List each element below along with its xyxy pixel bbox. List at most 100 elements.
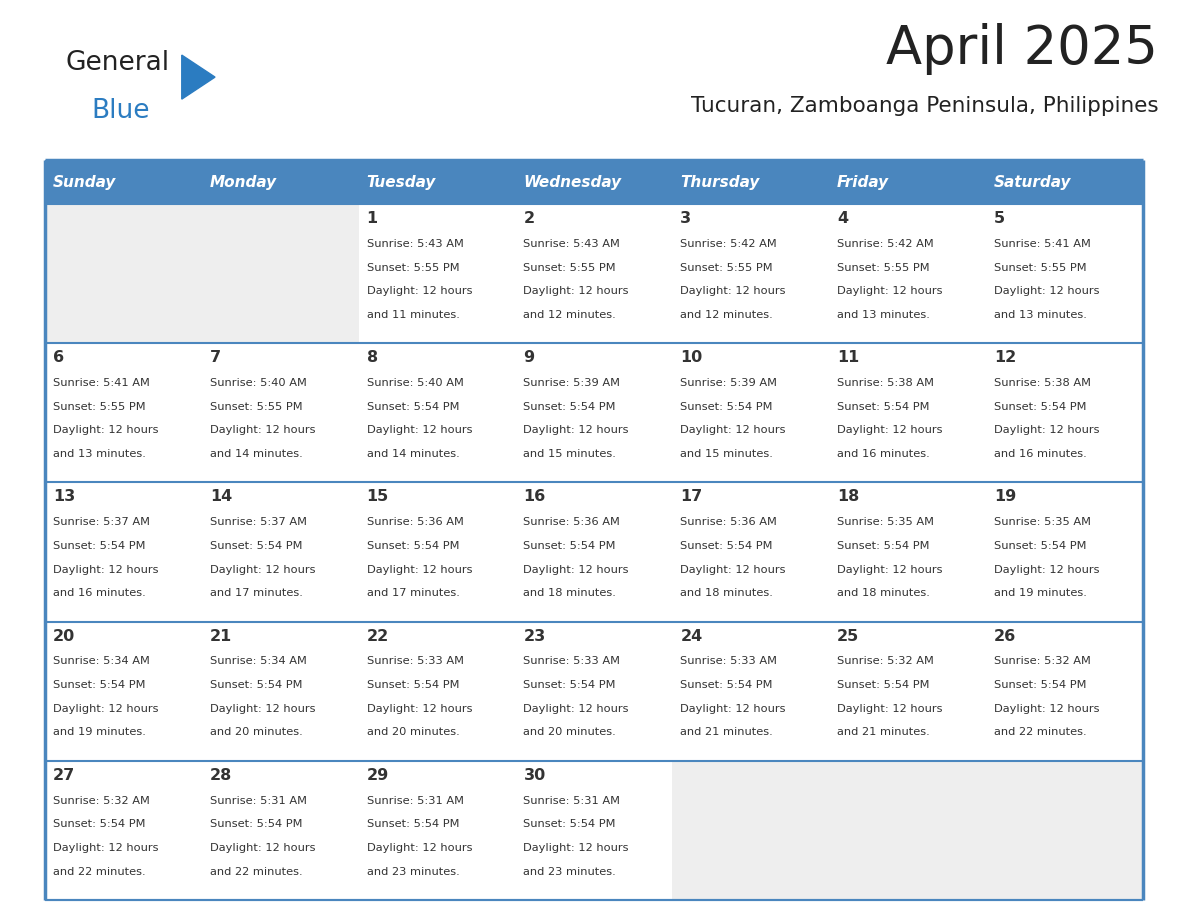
Bar [672,621,829,761]
Text: Daylight: 12 hours: Daylight: 12 hours [367,704,472,714]
Bar [829,204,986,343]
Text: and 21 minutes.: and 21 minutes. [681,727,773,737]
Bar [45,204,202,343]
Bar [829,160,986,204]
Bar [359,483,516,621]
Text: Sunrise: 5:36 AM: Sunrise: 5:36 AM [524,517,620,527]
Text: 6: 6 [52,350,64,365]
Text: 29: 29 [367,767,388,783]
Text: Sunrise: 5:36 AM: Sunrise: 5:36 AM [681,517,777,527]
Text: Daylight: 12 hours: Daylight: 12 hours [994,286,1099,297]
Bar [672,483,829,621]
Text: Sunset: 5:54 PM: Sunset: 5:54 PM [367,680,459,690]
Text: Sunset: 5:55 PM: Sunset: 5:55 PM [52,402,145,411]
Text: Sunrise: 5:41 AM: Sunrise: 5:41 AM [994,239,1091,249]
Text: Daylight: 12 hours: Daylight: 12 hours [524,704,628,714]
Text: Sunrise: 5:33 AM: Sunrise: 5:33 AM [681,656,777,666]
Text: and 14 minutes.: and 14 minutes. [367,449,460,459]
Bar [829,761,986,900]
Text: Sunrise: 5:43 AM: Sunrise: 5:43 AM [524,239,620,249]
Text: Daylight: 12 hours: Daylight: 12 hours [838,565,942,575]
Bar [516,761,672,900]
Text: Tuesday: Tuesday [367,174,436,189]
Text: Daylight: 12 hours: Daylight: 12 hours [838,286,942,297]
Text: Sunset: 5:54 PM: Sunset: 5:54 PM [524,541,615,551]
Bar [45,761,202,900]
Text: 8: 8 [367,350,378,365]
Text: and 16 minutes.: and 16 minutes. [994,449,1087,459]
Text: 12: 12 [994,350,1016,365]
Text: Sunrise: 5:32 AM: Sunrise: 5:32 AM [838,656,934,666]
Text: Sunset: 5:54 PM: Sunset: 5:54 PM [52,819,145,829]
Text: Daylight: 12 hours: Daylight: 12 hours [210,565,315,575]
Text: Sunset: 5:54 PM: Sunset: 5:54 PM [210,541,302,551]
Text: Sunrise: 5:34 AM: Sunrise: 5:34 AM [52,656,150,666]
Text: and 12 minutes.: and 12 minutes. [681,310,773,319]
Bar [986,761,1143,900]
Bar [45,343,202,483]
Text: Daylight: 12 hours: Daylight: 12 hours [681,704,785,714]
Bar [516,343,672,483]
Bar [829,621,986,761]
Text: Tucuran, Zamboanga Peninsula, Philippines: Tucuran, Zamboanga Peninsula, Philippine… [690,96,1158,117]
Text: Sunset: 5:54 PM: Sunset: 5:54 PM [367,819,459,829]
Bar [359,621,516,761]
Text: 4: 4 [838,211,848,226]
Text: Daylight: 12 hours: Daylight: 12 hours [367,843,472,853]
Text: Sunrise: 5:36 AM: Sunrise: 5:36 AM [367,517,463,527]
Text: Daylight: 12 hours: Daylight: 12 hours [994,704,1099,714]
Text: Daylight: 12 hours: Daylight: 12 hours [367,425,472,435]
Text: Sunset: 5:54 PM: Sunset: 5:54 PM [52,680,145,690]
Text: Daylight: 12 hours: Daylight: 12 hours [52,425,158,435]
Text: Sunrise: 5:43 AM: Sunrise: 5:43 AM [367,239,463,249]
Text: Daylight: 12 hours: Daylight: 12 hours [367,565,472,575]
Text: 13: 13 [52,489,75,504]
Bar [202,483,359,621]
Text: 30: 30 [524,767,545,783]
Text: Sunset: 5:54 PM: Sunset: 5:54 PM [681,680,772,690]
Bar [829,343,986,483]
Text: Sunset: 5:54 PM: Sunset: 5:54 PM [838,680,930,690]
Text: Daylight: 12 hours: Daylight: 12 hours [52,843,158,853]
Text: Sunset: 5:55 PM: Sunset: 5:55 PM [524,263,617,273]
Text: Sunset: 5:54 PM: Sunset: 5:54 PM [524,402,615,411]
Text: 7: 7 [210,350,221,365]
Text: Sunset: 5:54 PM: Sunset: 5:54 PM [994,402,1087,411]
Text: Sunrise: 5:31 AM: Sunrise: 5:31 AM [367,796,463,806]
Text: 22: 22 [367,629,388,644]
Bar [202,160,359,204]
Text: and 20 minutes.: and 20 minutes. [210,727,303,737]
Text: Sunrise: 5:38 AM: Sunrise: 5:38 AM [994,378,1091,388]
Bar [359,343,516,483]
Bar [986,343,1143,483]
Bar [516,621,672,761]
Bar [516,204,672,343]
Text: 3: 3 [681,211,691,226]
Text: Sunrise: 5:39 AM: Sunrise: 5:39 AM [524,378,620,388]
Text: Sunset: 5:54 PM: Sunset: 5:54 PM [681,402,772,411]
Text: Sunrise: 5:35 AM: Sunrise: 5:35 AM [838,517,934,527]
Text: 20: 20 [52,629,75,644]
Text: Daylight: 12 hours: Daylight: 12 hours [994,425,1099,435]
Text: 24: 24 [681,629,702,644]
Text: Sunrise: 5:31 AM: Sunrise: 5:31 AM [210,796,307,806]
Text: Blue: Blue [91,98,150,124]
Text: and 16 minutes.: and 16 minutes. [838,449,930,459]
Text: and 17 minutes.: and 17 minutes. [367,588,460,599]
Text: Daylight: 12 hours: Daylight: 12 hours [524,843,628,853]
Text: 1: 1 [367,211,378,226]
Text: Sunrise: 5:42 AM: Sunrise: 5:42 AM [681,239,777,249]
Text: Sunrise: 5:32 AM: Sunrise: 5:32 AM [52,796,150,806]
Text: 28: 28 [210,767,232,783]
Text: Daylight: 12 hours: Daylight: 12 hours [838,425,942,435]
Text: Monday: Monday [210,174,277,189]
Text: and 22 minutes.: and 22 minutes. [994,727,1087,737]
Text: 14: 14 [210,489,232,504]
Text: and 19 minutes.: and 19 minutes. [994,588,1087,599]
Text: and 11 minutes.: and 11 minutes. [367,310,460,319]
Text: Sunrise: 5:33 AM: Sunrise: 5:33 AM [524,656,620,666]
Bar [986,204,1143,343]
Text: Sunset: 5:54 PM: Sunset: 5:54 PM [838,402,930,411]
Text: Daylight: 12 hours: Daylight: 12 hours [681,565,785,575]
Text: 23: 23 [524,629,545,644]
